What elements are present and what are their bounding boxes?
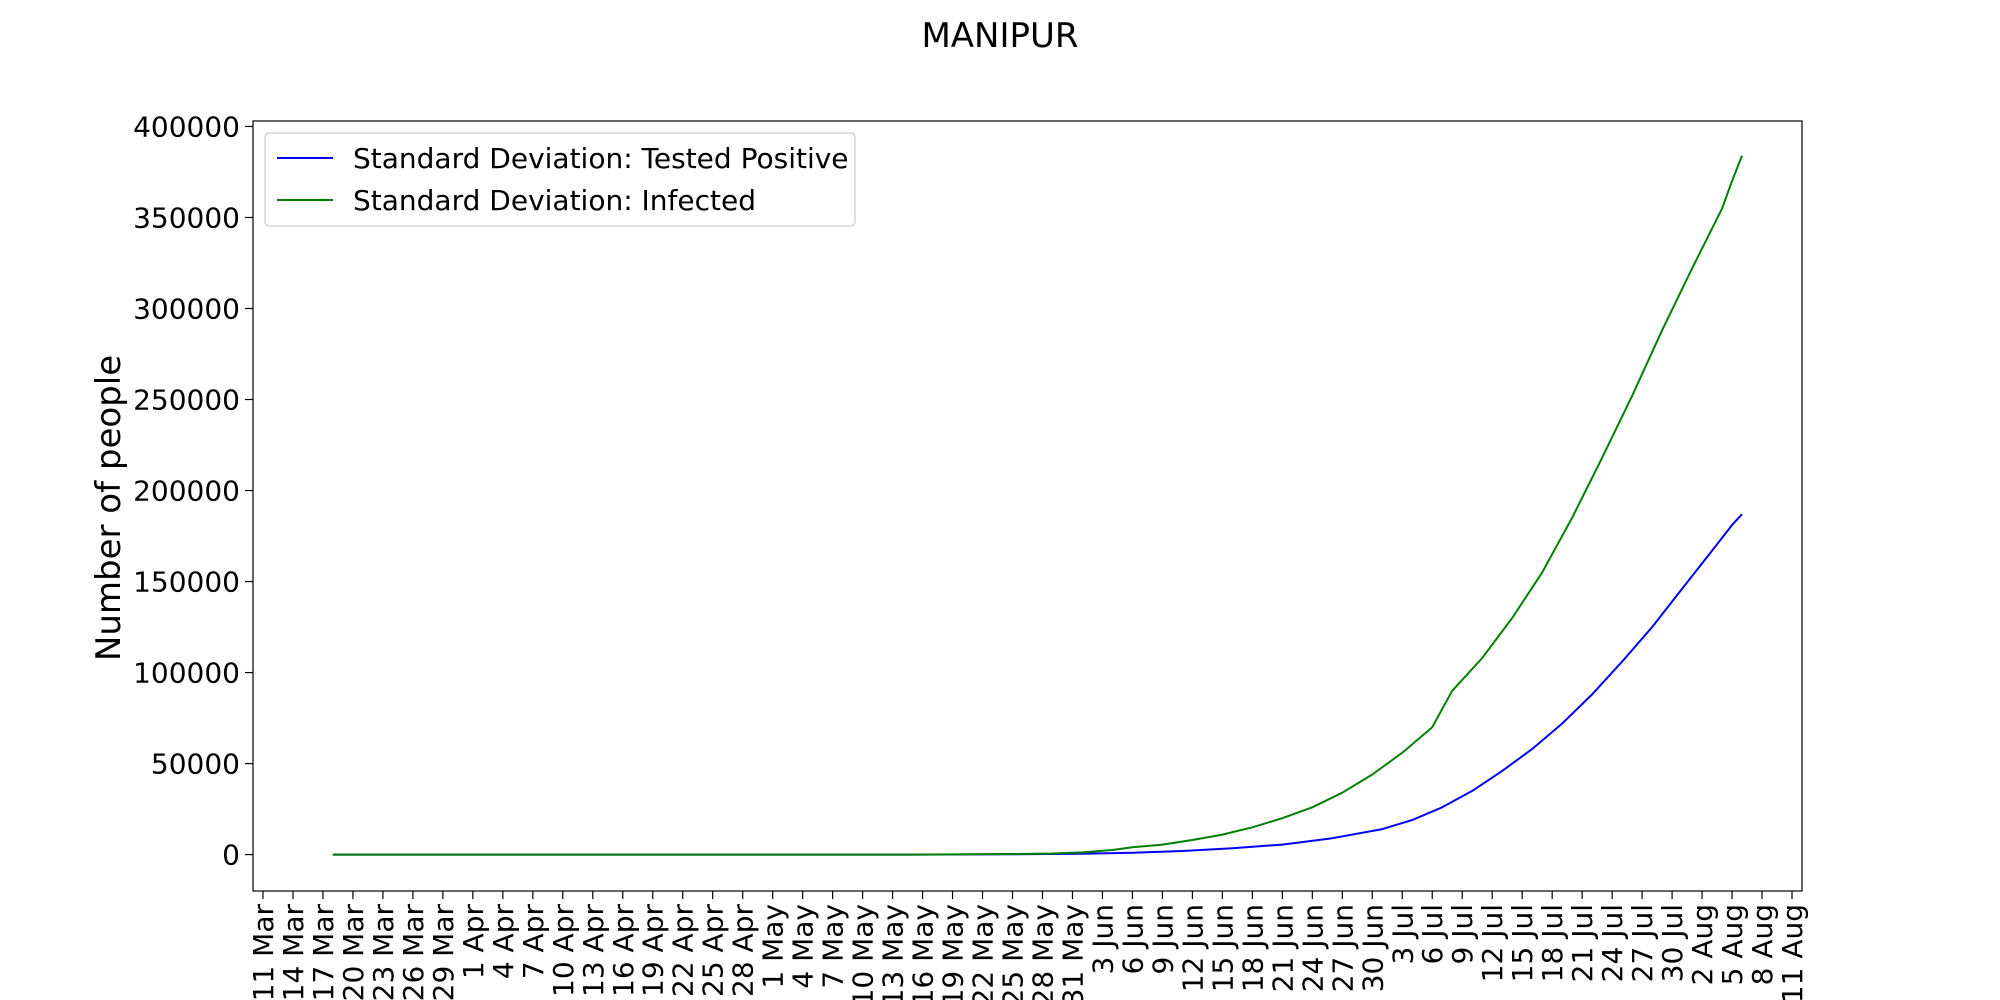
x-tick-label: 22 May — [967, 904, 1000, 1000]
x-tick-label: 22 Apr — [667, 904, 700, 997]
y-tick-label: 200000 — [133, 475, 240, 508]
x-tick-label: 27 Jun — [1326, 904, 1359, 992]
x-tick-label: 16 May — [907, 904, 940, 1000]
y-tick-label: 250000 — [133, 384, 240, 417]
x-tick-label: 19 May — [937, 904, 970, 1000]
x-tick-label: 10 May — [847, 904, 880, 1000]
legend: Standard Deviation: Tested Positive Stan… — [265, 133, 855, 226]
x-tick-label: 2 Aug — [1686, 904, 1719, 985]
y-tick-label: 0 — [222, 839, 240, 872]
x-tick-label: 20 Mar — [337, 904, 370, 1000]
x-tick-label: 31 May — [1056, 904, 1089, 1000]
x-tick-label: 4 Apr — [487, 904, 520, 980]
series-line-tested-positive — [333, 514, 1742, 854]
plot-area — [333, 156, 1742, 855]
y-tick-label: 350000 — [133, 201, 240, 234]
x-tick-label: 12 Jul — [1476, 904, 1509, 982]
x-tick-label: 9 Jun — [1146, 904, 1179, 974]
x-tick-label: 21 Jul — [1566, 904, 1599, 982]
x-tick-label: 18 Jul — [1536, 904, 1569, 982]
axes-frame — [253, 121, 1802, 891]
x-tick-label: 11 Mar — [247, 904, 280, 1000]
y-tick-label: 150000 — [133, 566, 240, 599]
x-tick-label: 8 Aug — [1746, 904, 1779, 985]
x-tick-label: 21 Jun — [1266, 904, 1299, 992]
x-tick-label: 30 Jun — [1356, 904, 1389, 992]
x-tick-label: 1 May — [757, 904, 790, 989]
x-tick-label: 5 Aug — [1716, 904, 1749, 985]
x-tick-label: 29 Mar — [427, 904, 460, 1000]
x-tick-label: 15 Jun — [1206, 904, 1239, 992]
chart-title: MANIPUR — [921, 16, 1078, 56]
legend-label-tested-positive: Standard Deviation: Tested Positive — [353, 142, 849, 175]
x-tick-label: 28 May — [1026, 904, 1059, 1000]
x-tick-label: 24 Jun — [1296, 904, 1329, 992]
x-tick-label: 11 Aug — [1776, 904, 1809, 1000]
y-axis-label: Number of people — [89, 355, 129, 661]
x-tick-label: 16 Apr — [607, 904, 640, 997]
x-tick-label: 25 Apr — [697, 904, 730, 997]
x-tick-label: 12 Jun — [1176, 904, 1209, 992]
x-tick-label: 23 Mar — [367, 904, 400, 1000]
x-tick-label: 7 Apr — [517, 904, 550, 980]
x-tick-label: 15 Jul — [1506, 904, 1539, 982]
x-tick-label: 25 May — [997, 904, 1030, 1000]
x-tick-label: 19 Apr — [637, 904, 670, 997]
y-tick-label: 400000 — [133, 110, 240, 143]
x-tick-label: 6 Jun — [1116, 904, 1149, 974]
y-tick-label: 50000 — [151, 748, 240, 781]
x-tick-label: 13 May — [877, 904, 910, 1000]
y-tick-label: 100000 — [133, 657, 240, 690]
x-tick-label: 28 Apr — [727, 904, 760, 997]
x-tick-label: 9 Jul — [1446, 904, 1479, 965]
x-tick-label: 6 Jul — [1416, 904, 1449, 965]
x-tick-label: 14 Mar — [277, 904, 310, 1000]
x-tick-label: 17 Mar — [307, 904, 340, 1000]
x-tick-label: 24 Jul — [1596, 904, 1629, 982]
legend-label-infected: Standard Deviation: Infected — [353, 184, 756, 217]
x-tick-label: 27 Jul — [1626, 904, 1659, 982]
x-tick-label: 18 Jun — [1236, 904, 1269, 992]
x-tick-label: 13 Apr — [577, 904, 610, 997]
x-tick-label: 4 May — [787, 904, 820, 989]
x-tick-label: 30 Jul — [1656, 904, 1689, 982]
y-tick-label: 300000 — [133, 292, 240, 325]
x-tick-label: 7 May — [817, 904, 850, 989]
x-tick-label: 10 Apr — [547, 904, 580, 997]
x-tick-label: 26 Mar — [397, 904, 430, 1000]
x-tick-label: 3 Jun — [1086, 904, 1119, 974]
x-tick-label: 3 Jul — [1386, 904, 1419, 965]
x-tick-label: 1 Apr — [457, 904, 490, 980]
y-axis-ticks: 0 50000 100000 150000 200000 250000 300000 3500… — [133, 110, 253, 871]
